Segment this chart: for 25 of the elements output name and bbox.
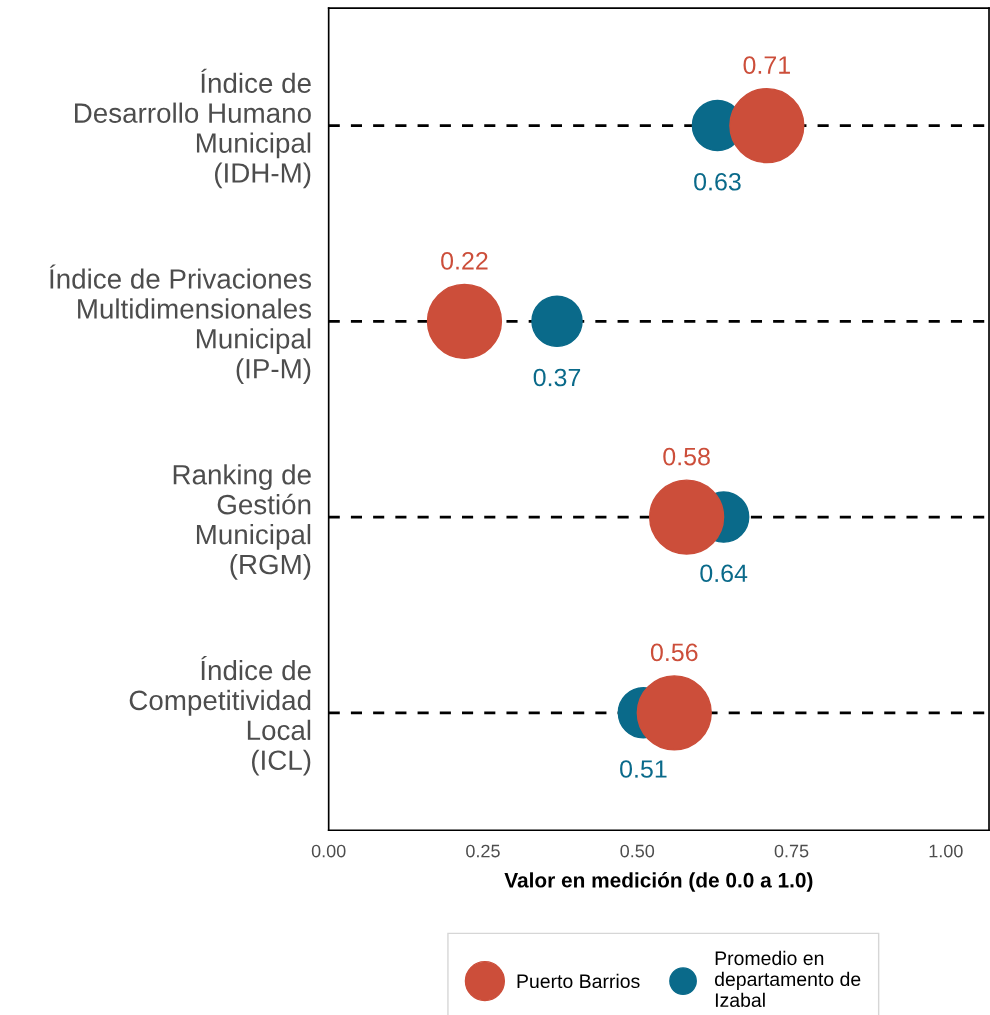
data-label: 0.22 (441, 251, 488, 270)
y-tick-label: Índice de Competitividad Local (ICL) (129, 655, 311, 776)
legend-label: Puerto Barrios (517, 973, 640, 989)
data-label: 0.37 (533, 368, 581, 387)
y-tick-label: Ranking de Gestión Municipal (RGM) (173, 464, 311, 580)
data-label: 0.64 (700, 564, 748, 583)
point (531, 295, 583, 348)
x-tick-label: 0.75 (774, 844, 809, 858)
data-label: 0.56 (650, 643, 698, 662)
y-tick-label: Índice de Desarrollo Humano Municipal (IDH-M) (75, 68, 311, 189)
point (729, 87, 805, 164)
x-tick-label: 0.25 (466, 844, 500, 858)
x-tick-label: 0.50 (620, 844, 655, 858)
data-label: 0.58 (663, 447, 710, 466)
point (648, 479, 725, 555)
data-label: 0.71 (743, 56, 790, 74)
point (426, 283, 503, 359)
x-axis-title: Valor en medición (de 0.0 a 1.0) (504, 872, 813, 892)
x-tick-label: 0.00 (311, 844, 346, 858)
point (636, 675, 712, 751)
legend-label: Promedio en departamento de Izabal (714, 950, 861, 1008)
data-label: 0.63 (694, 172, 741, 191)
y-tick-label: Índice de Privaciones Multidimensionales Municipal (IP-M) (49, 264, 312, 385)
x-tick-label: 1.00 (929, 844, 963, 858)
data-label: 0.51 (620, 760, 667, 778)
